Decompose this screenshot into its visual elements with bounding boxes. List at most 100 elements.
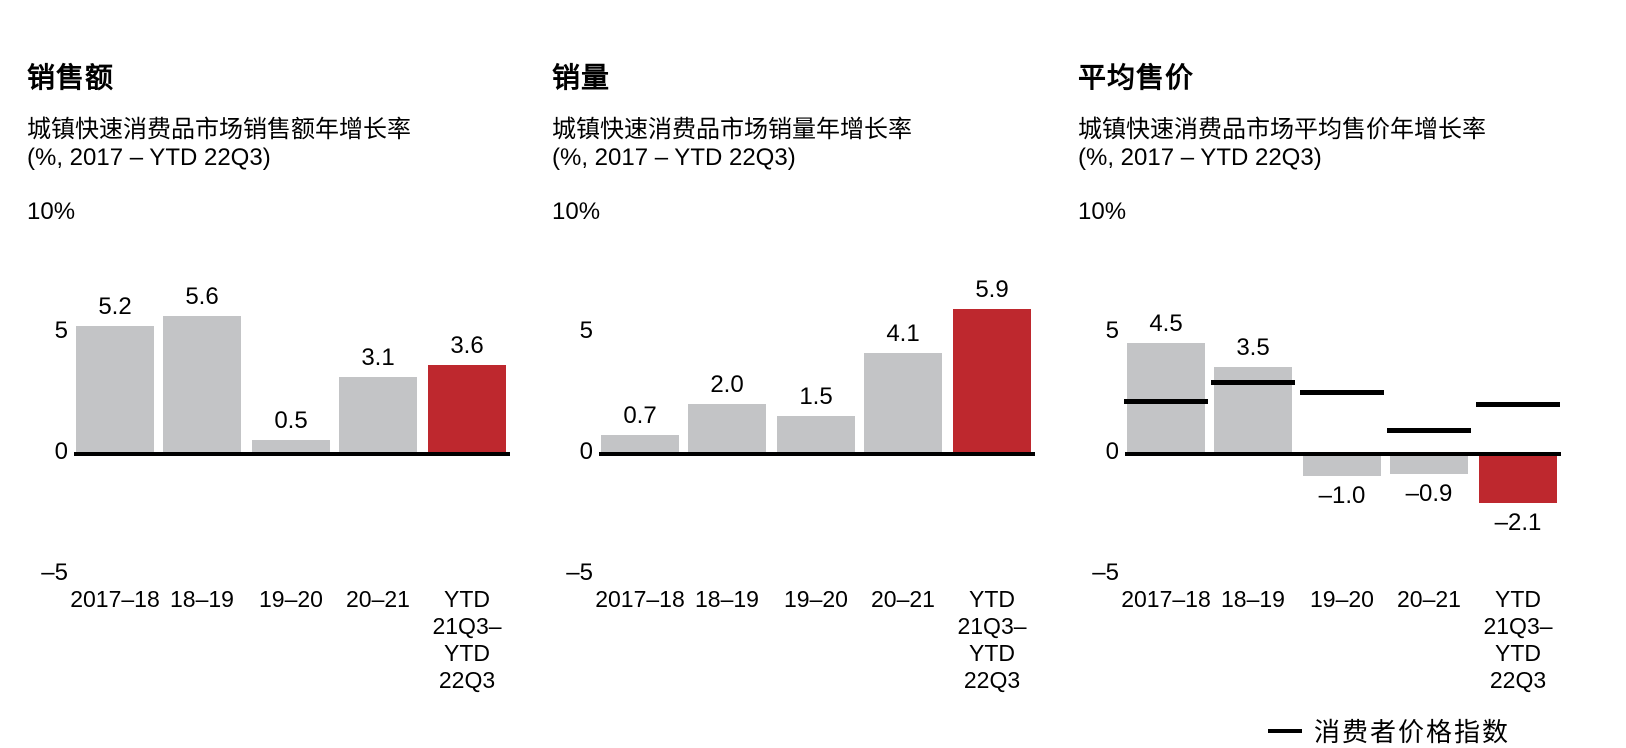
x-tick-line: 19–20 — [259, 586, 323, 612]
subtitle-line: (%, 2017 – YTD 22Q3) — [552, 144, 796, 171]
x-tick-label: 18–19 — [137, 586, 267, 613]
x-tick-label: YTD 21Q3– YTD 22Q3 — [927, 586, 1057, 694]
y-tick-label: 5 — [54, 317, 68, 344]
bar — [601, 435, 679, 452]
x-tick-line: 21Q3– — [957, 613, 1027, 639]
zero-axis-line — [599, 452, 1035, 456]
subtitle-line: (%, 2017 – YTD 22Q3) — [1078, 144, 1322, 171]
cpi-line-segment — [1124, 399, 1208, 405]
x-tick-line: 2017–18 — [595, 586, 685, 612]
x-tick-label: 19–20 — [1277, 586, 1407, 613]
bar-value-label: 2.0 — [710, 370, 744, 398]
bar-highlight — [1479, 452, 1557, 503]
bar-value-label: 1.5 — [799, 382, 833, 410]
y-tick-label: 0 — [1105, 438, 1119, 465]
x-tick-label: 20–21 — [313, 586, 443, 613]
x-tick-line: YTD — [444, 640, 490, 666]
plot-area-avg-price: 5 0 –5 4.5 3.5 –1.0 –0.9 –2.1 2017–18 18–19 19–20 2… — [1092, 210, 1561, 710]
subtitle-line: 城镇快速消费品市场平均售价年增长率 — [1078, 116, 1486, 143]
x-tick-line: YTD — [969, 586, 1015, 612]
x-tick-label: 19–20 — [751, 586, 881, 613]
cpi-line-segment — [1387, 428, 1471, 434]
bar-value-label: –2.1 — [1494, 508, 1542, 536]
zero-axis-line — [74, 452, 510, 456]
cpi-line-segment — [1476, 401, 1560, 407]
x-tick-label: 18–19 — [1188, 586, 1318, 613]
x-tick-line: 20–21 — [1397, 586, 1461, 612]
x-tick-line: 22Q3 — [438, 667, 496, 693]
x-tick-label: 20–21 — [838, 586, 968, 613]
x-tick-line: 22Q3 — [1489, 667, 1547, 693]
bar — [777, 415, 855, 452]
y-tick-label: 5 — [1105, 317, 1119, 344]
bar — [252, 439, 330, 452]
x-tick-line: 21Q3– — [1483, 613, 1553, 639]
bar-value-label: –0.9 — [1405, 479, 1453, 507]
x-tick-line: 2017–18 — [70, 586, 160, 612]
x-tick-line: 18–19 — [1221, 586, 1285, 612]
chart-title-avg-price: 平均售价 — [1078, 62, 1195, 93]
x-tick-label: 20–21 — [1364, 586, 1494, 613]
cpi-line-segment — [1211, 379, 1295, 385]
chart-subtitle-avg-price: 城镇快速消费品市场平均售价年增长率 (%, 2017 – YTD 22Q3) — [1078, 116, 1486, 172]
y-tick-label: –5 — [1092, 559, 1119, 586]
x-tick-line: 20–21 — [346, 586, 410, 612]
chart-column-sales-value: 销售额 城镇快速消费品市场销售额年增长率 (%, 2017 – YTD 22Q3… — [27, 0, 532, 748]
y-axis-top-label: 10% — [552, 198, 601, 225]
chart-title-sales-value: 销售额 — [27, 62, 115, 93]
x-tick-line: 2017–18 — [1121, 586, 1211, 612]
bar — [1390, 452, 1468, 474]
x-tick-label: 18–19 — [662, 586, 792, 613]
cpi-legend: 消费者价格指数 — [1268, 712, 1510, 748]
bar-value-label: 5.2 — [98, 293, 132, 321]
y-tick-label: 5 — [579, 317, 593, 344]
x-tick-label: 2017–18 — [1101, 586, 1231, 613]
bar-value-label: –1.0 — [1318, 482, 1366, 510]
x-tick-line: 19–20 — [784, 586, 848, 612]
y-tick-label: 0 — [579, 438, 593, 465]
cpi-line-segment — [1300, 389, 1384, 395]
x-tick-label: YTD 21Q3– YTD 22Q3 — [402, 586, 532, 694]
x-tick-line: YTD — [444, 586, 490, 612]
bar — [339, 376, 417, 452]
x-tick-label: 2017–18 — [575, 586, 705, 613]
chart-subtitle-sales-value: 城镇快速消费品市场销售额年增长率 (%, 2017 – YTD 22Q3) — [27, 116, 411, 172]
y-axis-top-label: 10% — [1078, 198, 1127, 225]
x-tick-line: YTD — [1495, 640, 1541, 666]
x-tick-line: 20–21 — [871, 586, 935, 612]
chart-column-avg-price: 平均售价 城镇快速消费品市场平均售价年增长率 (%, 2017 – YTD 22… — [1078, 0, 1583, 748]
zero-axis-line — [1125, 452, 1561, 456]
bar-value-label: 0.5 — [274, 406, 308, 434]
bar — [1127, 343, 1205, 452]
plot-area-volume: 5 0 –5 0.7 2.0 1.5 4.1 5.9 2017–18 18–19 19–20 20–2… — [566, 210, 1035, 710]
bar-highlight — [428, 364, 506, 452]
y-tick-label: 0 — [54, 438, 68, 465]
x-tick-line: YTD — [1495, 586, 1541, 612]
x-tick-line: YTD — [969, 640, 1015, 666]
x-tick-label: YTD 21Q3– YTD 22Q3 — [1453, 586, 1583, 694]
bar — [76, 326, 154, 452]
bar-value-label: 3.1 — [361, 343, 395, 371]
cpi-legend-label: 消费者价格指数 — [1314, 717, 1511, 747]
x-tick-label: 19–20 — [226, 586, 356, 613]
bar — [864, 352, 942, 452]
bar-value-label: 0.7 — [623, 402, 657, 430]
chart-title-volume: 销量 — [552, 62, 611, 93]
bar-value-label: 4.1 — [886, 319, 920, 347]
plot-area-sales-value: 5 0 –5 5.2 5.6 0.5 3.1 3.6 2017–18 18–19 19–20 20–2… — [41, 210, 510, 710]
bar-value-label: 3.5 — [1236, 334, 1270, 362]
bar-value-label: 5.9 — [975, 276, 1009, 304]
bar-highlight — [953, 309, 1031, 452]
subtitle-line: 城镇快速消费品市场销量年增长率 — [552, 116, 912, 143]
x-tick-label: 2017–18 — [50, 586, 180, 613]
bar — [163, 316, 241, 452]
bar-value-label: 4.5 — [1149, 310, 1183, 338]
subtitle-line: 城镇快速消费品市场销售额年增长率 — [27, 116, 411, 143]
x-tick-line: 18–19 — [170, 586, 234, 612]
chart-column-volume: 销量 城镇快速消费品市场销量年增长率 (%, 2017 – YTD 22Q3) … — [552, 0, 1057, 748]
x-tick-line: 19–20 — [1310, 586, 1374, 612]
y-tick-label: –5 — [566, 559, 593, 586]
bar — [1303, 452, 1381, 477]
y-axis-top-label: 10% — [27, 198, 76, 225]
